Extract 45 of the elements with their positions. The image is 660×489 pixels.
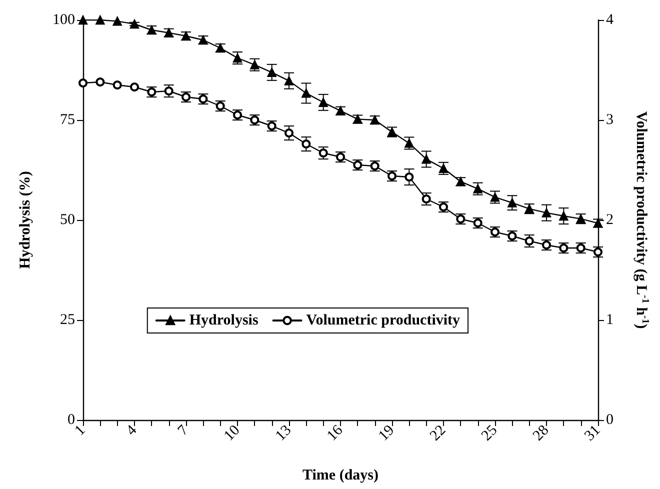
point: [508, 198, 517, 208]
y2-tick-label: 1: [606, 312, 614, 328]
point: [559, 211, 568, 221]
y-axis-title: Hydrolysis (%): [18, 171, 34, 269]
x-tick-label: 4: [124, 422, 141, 439]
point: [78, 78, 88, 88]
point: [318, 98, 328, 107]
x-tick-label: 10: [221, 422, 244, 444]
point: [542, 208, 552, 218]
point: [96, 15, 105, 25]
point: [302, 140, 311, 148]
point: [112, 16, 122, 26]
legend-label: Hydrolysis: [189, 312, 258, 328]
y2-tick-label: 3: [606, 112, 614, 128]
point: [267, 68, 276, 77]
point: [112, 80, 122, 90]
x-tick-label: 31: [582, 422, 604, 444]
point: [130, 82, 139, 92]
point: [404, 172, 414, 182]
y-tick-label: 25: [60, 312, 75, 328]
x-tick-label: 7: [175, 422, 192, 439]
point: [284, 128, 294, 138]
x-tick-label: 22: [427, 422, 450, 444]
point: [130, 19, 140, 29]
x-tick-label: 19: [376, 422, 398, 444]
x-tick-label: 28: [530, 422, 552, 444]
point: [422, 154, 431, 164]
x-axis-title: Time (days): [302, 468, 378, 484]
y2-tick-label: 2: [606, 212, 614, 228]
y-tick-label: 0: [68, 412, 75, 428]
point: [96, 78, 105, 86]
x-tick-label: 16: [324, 422, 347, 444]
y2-tick-label: 0: [606, 412, 614, 428]
y-tick-label: 50: [60, 212, 75, 228]
y2-axis-title: Volumetric productivity (g L-1 h-1): [633, 111, 650, 329]
y-tick-label: 100: [52, 12, 75, 28]
x-tick-label: 1: [72, 422, 89, 439]
y2-tick-label: 4: [606, 12, 614, 28]
point: [284, 76, 294, 86]
x-tick-label: 25: [478, 422, 501, 444]
x-tick-label: 13: [272, 422, 295, 444]
y-tick-label: 75: [60, 112, 75, 128]
legend-label: Volumetric productivity: [306, 312, 461, 328]
point: [594, 248, 602, 256]
point: [302, 88, 311, 98]
